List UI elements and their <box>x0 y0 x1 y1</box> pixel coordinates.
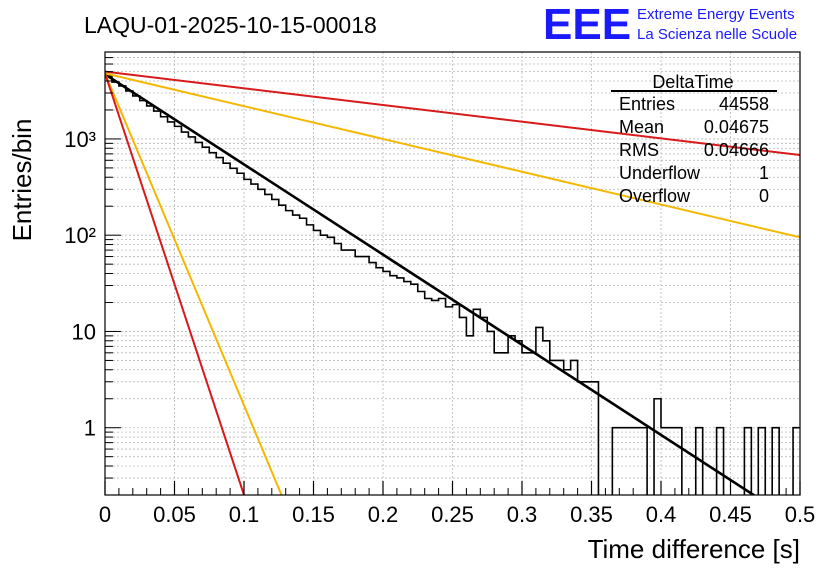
stats-box: DeltaTime Entries 44558 Mean 0.04675 RMS 0.04… <box>611 72 777 206</box>
stats-value: 0.04666 <box>704 140 769 160</box>
x-tick-label: 0.35 <box>570 502 613 527</box>
y-axis-title: Entries/bin <box>7 119 37 242</box>
project-name: Extreme Energy Events <box>637 6 795 23</box>
x-axis-title: Time difference [s] <box>588 534 800 564</box>
project-subtitle: La Scienza nelle Scuole <box>637 26 797 43</box>
x-tick-label: 0.4 <box>646 502 677 527</box>
stats-value: 1 <box>759 163 769 183</box>
tick-labels: 0 0.05 0.1 0.15 0.2 0.25 0.3 0.35 0.4 0.45 0.51101… <box>64 127 815 527</box>
curve-orange-fast <box>105 72 283 495</box>
stats-label: Underflow <box>619 163 701 183</box>
x-tick-label: 0.25 <box>431 502 474 527</box>
curve-exponential-fit <box>105 73 757 495</box>
run-title: LAQU-01-2025-10-15-00018 <box>84 12 377 38</box>
axis-ticks <box>104 51 801 496</box>
eee-logo: EEE <box>543 0 631 49</box>
x-tick-label: 0.3 <box>507 502 538 527</box>
stats-value: 44558 <box>719 94 769 114</box>
stats-value: 0.04675 <box>704 117 769 137</box>
stats-label: Overflow <box>619 186 691 206</box>
grid <box>105 51 800 496</box>
x-tick-label: 0.1 <box>229 502 260 527</box>
y-tick-label: 10³ <box>64 127 96 152</box>
x-tick-label: 0.5 <box>785 502 816 527</box>
x-tick-label: 0.45 <box>709 502 752 527</box>
stats-label: RMS <box>619 140 659 160</box>
x-tick-label: 0.05 <box>153 502 196 527</box>
x-tick-label: 0.2 <box>368 502 399 527</box>
y-tick-label: 10 <box>72 319 96 344</box>
x-tick-label: 0 <box>99 502 111 527</box>
curve-red-slow <box>105 70 800 157</box>
y-tick-label: 10² <box>64 223 96 248</box>
curve-orange-slow <box>105 72 800 239</box>
stats-label: Entries <box>619 94 675 114</box>
x-tick-label: 0.15 <box>292 502 335 527</box>
stats-value: 0 <box>759 186 769 206</box>
histogram <box>105 75 800 495</box>
curves <box>105 70 800 495</box>
stats-box-title: DeltaTime <box>652 72 733 92</box>
y-tick-label: 1 <box>84 416 96 441</box>
curve-red-fast <box>105 73 245 495</box>
stats-label: Mean <box>619 117 664 137</box>
